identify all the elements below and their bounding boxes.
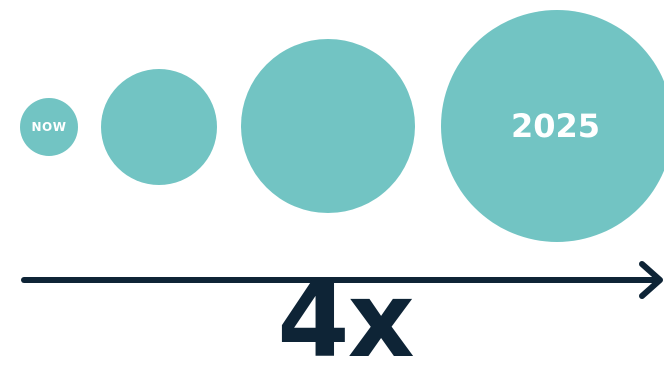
arrowhead-icon — [639, 261, 663, 299]
circle-2025: 2025 — [441, 10, 664, 242]
circle-now: NOW — [20, 98, 78, 156]
circle-stage-3 — [241, 39, 415, 213]
timeline-arrow — [21, 261, 663, 299]
circle-stage-2 — [101, 69, 217, 185]
multiplier-label: 4x — [277, 259, 414, 381]
